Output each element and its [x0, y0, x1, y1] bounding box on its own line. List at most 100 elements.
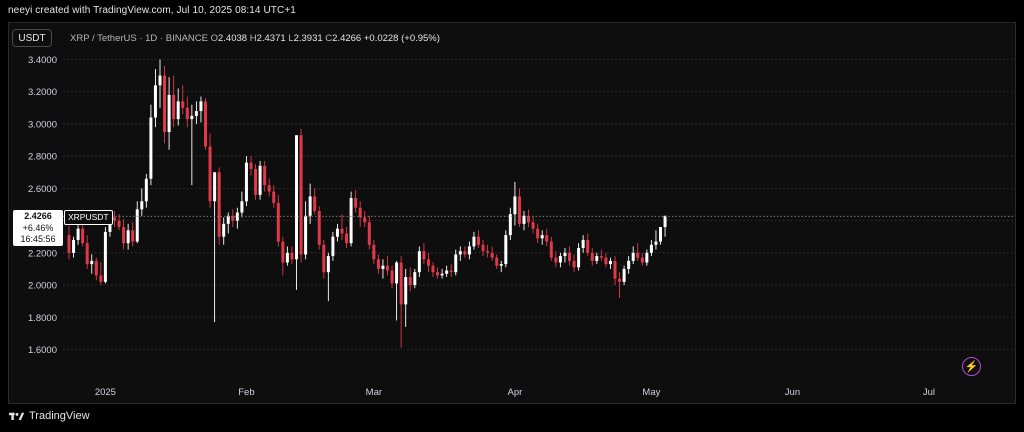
candle-body	[167, 94, 171, 132]
candle-body	[340, 228, 344, 234]
candle-body	[481, 244, 485, 252]
candle-body	[326, 256, 330, 273]
candle-body	[94, 260, 98, 276]
candle-body	[631, 252, 635, 261]
candle	[295, 135, 298, 290]
candle-body	[263, 165, 267, 186]
candle	[85, 235, 89, 269]
candle	[117, 214, 121, 231]
legend-low-label: L	[288, 33, 294, 44]
candle	[376, 254, 380, 274]
candle	[281, 236, 285, 276]
candle-body	[613, 260, 617, 279]
candle-body	[295, 135, 298, 260]
candle-body	[599, 256, 603, 258]
candle	[204, 98, 207, 150]
candle	[490, 246, 494, 261]
candle	[381, 259, 385, 279]
candle-body	[508, 214, 512, 236]
candle	[581, 235, 585, 253]
candle	[549, 236, 553, 261]
candle	[554, 251, 558, 268]
candle	[367, 215, 371, 250]
candle-body	[172, 94, 176, 120]
brand-name: TradingView	[29, 410, 90, 422]
last-price-tag: 2.4266 +6.46% 16:45:56	[13, 210, 63, 246]
candle-body	[367, 222, 371, 245]
y-tick-label: 3.2000	[28, 87, 57, 98]
candle-body	[363, 217, 367, 223]
candle	[467, 241, 471, 260]
candle	[340, 214, 344, 240]
candle-body	[426, 259, 430, 266]
candle	[131, 222, 135, 247]
candle-body	[586, 239, 590, 253]
brand-footer: TradingView	[9, 410, 90, 422]
candle-body	[440, 273, 444, 276]
candle	[272, 185, 276, 208]
candle-body	[436, 272, 440, 276]
candle	[358, 201, 362, 228]
candle-body	[454, 254, 458, 273]
candle-body	[463, 251, 467, 255]
candle-body	[413, 272, 417, 286]
candle-body	[217, 172, 221, 237]
candle	[222, 217, 226, 245]
candle	[258, 161, 262, 200]
candle	[103, 227, 107, 284]
candle	[426, 252, 430, 273]
candle-body	[254, 169, 258, 195]
x-tick-label: Jun	[785, 387, 800, 398]
candle	[240, 191, 244, 218]
candle-body	[349, 198, 353, 244]
candle	[440, 268, 444, 279]
candle	[513, 181, 517, 226]
candle	[335, 223, 339, 242]
candle-body	[540, 235, 544, 239]
candle	[244, 156, 248, 207]
candle-body	[322, 244, 326, 273]
candle-body	[204, 101, 207, 147]
candle-body	[72, 239, 76, 253]
candle-body	[76, 228, 80, 240]
candle-body	[276, 202, 280, 242]
candle-body	[640, 257, 644, 263]
candle	[477, 230, 480, 248]
candle-body	[654, 241, 658, 245]
candle-body	[595, 256, 599, 261]
candle	[436, 267, 440, 279]
candle-body	[126, 230, 130, 244]
candle-body	[636, 252, 640, 258]
legend-change: +0.0228 (+0.95%)	[363, 33, 440, 44]
candle-body	[431, 265, 435, 273]
candle	[386, 256, 389, 276]
candle-body	[267, 185, 271, 192]
candle-body	[527, 215, 531, 223]
candle	[586, 233, 590, 257]
legend-symbol: XRP / TetherUS · 1D · BINANCE	[70, 33, 208, 44]
candle-body	[531, 222, 535, 229]
candle-body	[386, 265, 389, 271]
currency-button[interactable]: USDT	[12, 29, 52, 47]
candle-body	[549, 241, 553, 258]
bar-countdown: 16:45:56	[20, 234, 56, 244]
candle-body	[335, 228, 339, 237]
candle	[454, 249, 458, 276]
candle	[545, 228, 549, 247]
candle	[167, 77, 171, 150]
candle-body	[85, 243, 89, 265]
candle	[172, 75, 176, 128]
candle	[153, 69, 157, 128]
candle-body	[649, 244, 653, 253]
legend-high: 2.4371	[256, 33, 286, 44]
candle	[322, 239, 326, 279]
candle-body	[604, 257, 608, 265]
candle	[263, 161, 267, 192]
candle-body	[99, 275, 103, 282]
candle-body	[249, 162, 253, 170]
candle-body	[299, 135, 303, 255]
candle-body	[581, 239, 585, 248]
candle-body	[663, 215, 667, 228]
lightning-icon[interactable]: ⚡	[962, 357, 981, 376]
